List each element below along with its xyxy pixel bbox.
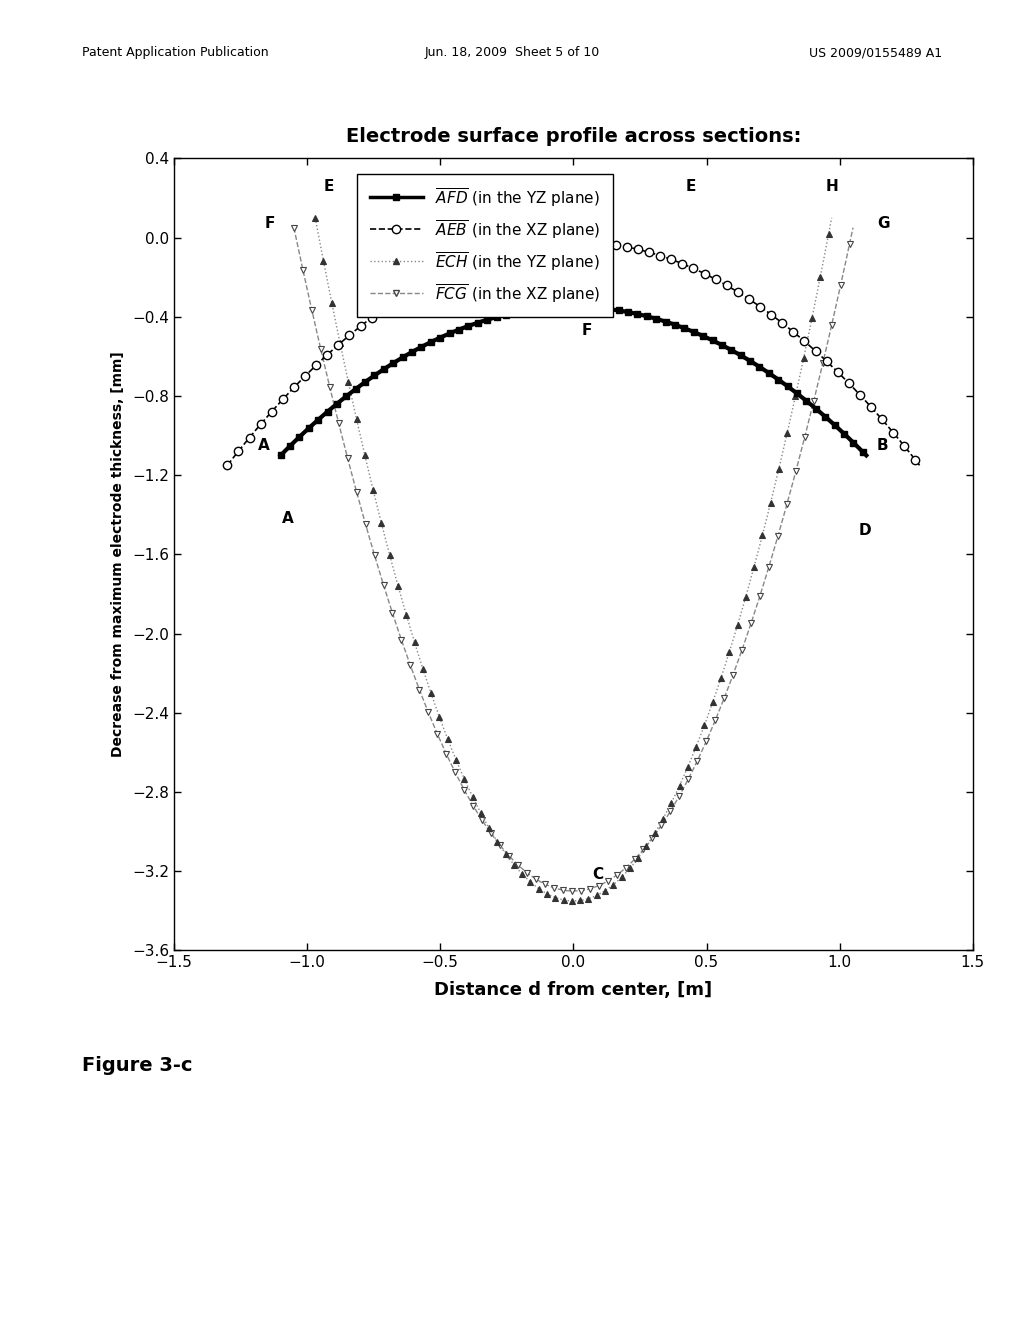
$\overline{ECH}$ (in the YZ plane) <box>557 892 569 908</box>
$\overline{AFD}$ (in the YZ plane) <box>274 447 287 463</box>
$\overline{AFD}$ (in the YZ plane) <box>593 300 605 315</box>
Legend: $\overline{AFD}$ (in the YZ plane), $\overline{AEB}$ (in the XZ plane), $\overli: $\overline{AFD}$ (in the YZ plane), $\ov… <box>357 174 613 317</box>
$\overline{AEB}$ (in the XZ plane) <box>550 234 562 249</box>
$\overline{AFD}$ (in the YZ plane) <box>553 300 565 315</box>
Text: H: H <box>825 180 838 194</box>
$\overline{FCG}$ (in the XZ plane) <box>748 609 760 624</box>
Text: G: G <box>877 216 890 231</box>
$\overline{FCG}$ (in the XZ plane) <box>566 883 579 899</box>
Text: Figure 3-c: Figure 3-c <box>82 1056 193 1074</box>
$\overline{ECH}$ (in the YZ plane) <box>566 892 579 908</box>
Text: A: A <box>258 438 270 453</box>
Text: A: A <box>283 511 294 527</box>
$\overline{AFD}$ (in the YZ plane) <box>860 447 872 463</box>
Title: Electrode surface profile across sections:: Electrode surface profile across section… <box>346 127 801 145</box>
$\overline{FCG}$ (in the XZ plane) <box>835 277 847 293</box>
$\overline{AEB}$ (in the XZ plane) <box>566 234 579 249</box>
Line: $\overline{AFD}$ (in the YZ plane): $\overline{AFD}$ (in the YZ plane) <box>278 304 869 459</box>
$\overline{AEB}$ (in the XZ plane) <box>554 234 566 249</box>
$\overline{ECH}$ (in the YZ plane) <box>554 891 566 907</box>
$\overline{FCG}$ (in the XZ plane) <box>622 858 634 874</box>
Line: $\overline{FCG}$ (in the XZ plane): $\overline{FCG}$ (in the XZ plane) <box>291 224 856 895</box>
$\overline{FCG}$ (in the XZ plane) <box>592 878 604 894</box>
$\overline{AEB}$ (in the XZ plane) <box>790 326 802 342</box>
Text: E: E <box>324 180 334 194</box>
Text: C: C <box>592 867 603 882</box>
$\overline{ECH}$ (in the YZ plane) <box>617 867 630 883</box>
Text: F: F <box>265 216 275 231</box>
$\overline{AEB}$ (in the XZ plane) <box>221 457 233 473</box>
$\overline{AEB}$ (in the XZ plane) <box>898 438 910 454</box>
$\overline{ECH}$ (in the YZ plane) <box>309 210 322 226</box>
$\overline{ECH}$ (in the YZ plane) <box>825 210 838 226</box>
$\overline{AFD}$ (in the YZ plane) <box>625 305 637 321</box>
Text: US 2009/0155489 A1: US 2009/0155489 A1 <box>809 46 942 59</box>
Y-axis label: Decrease from maximum electrode thickness, [mm]: Decrease from maximum electrode thicknes… <box>112 351 125 758</box>
$\overline{FCG}$ (in the XZ plane) <box>288 219 300 235</box>
$\overline{FCG}$ (in the XZ plane) <box>847 219 859 235</box>
Line: $\overline{AEB}$ (in the XZ plane): $\overline{AEB}$ (in the XZ plane) <box>223 238 924 470</box>
$\overline{AEB}$ (in the XZ plane) <box>597 235 609 251</box>
$\overline{ECH}$ (in the YZ plane) <box>733 610 745 626</box>
$\overline{AEB}$ (in the XZ plane) <box>635 242 647 257</box>
Text: D: D <box>858 523 871 539</box>
$\overline{FCG}$ (in the XZ plane) <box>557 882 569 898</box>
$\overline{FCG}$ (in the XZ plane) <box>553 882 565 898</box>
Text: E: E <box>685 180 695 194</box>
Text: F: F <box>582 323 592 338</box>
$\overline{AFD}$ (in the YZ plane) <box>847 434 859 450</box>
$\overline{AFD}$ (in the YZ plane) <box>556 300 568 315</box>
X-axis label: Distance d from center, [m]: Distance d from center, [m] <box>434 981 713 999</box>
Text: Jun. 18, 2009  Sheet 5 of 10: Jun. 18, 2009 Sheet 5 of 10 <box>424 46 600 59</box>
$\overline{AFD}$ (in the YZ plane) <box>756 360 768 376</box>
$\overline{ECH}$ (in the YZ plane) <box>814 269 826 285</box>
$\overline{AEB}$ (in the XZ plane) <box>913 457 926 473</box>
$\overline{ECH}$ (in the YZ plane) <box>590 888 602 904</box>
Text: B: B <box>877 438 889 453</box>
Line: $\overline{ECH}$ (in the YZ plane): $\overline{ECH}$ (in the YZ plane) <box>311 214 836 904</box>
Text: Patent Application Publication: Patent Application Publication <box>82 46 268 59</box>
$\overline{AFD}$ (in the YZ plane) <box>566 300 579 315</box>
